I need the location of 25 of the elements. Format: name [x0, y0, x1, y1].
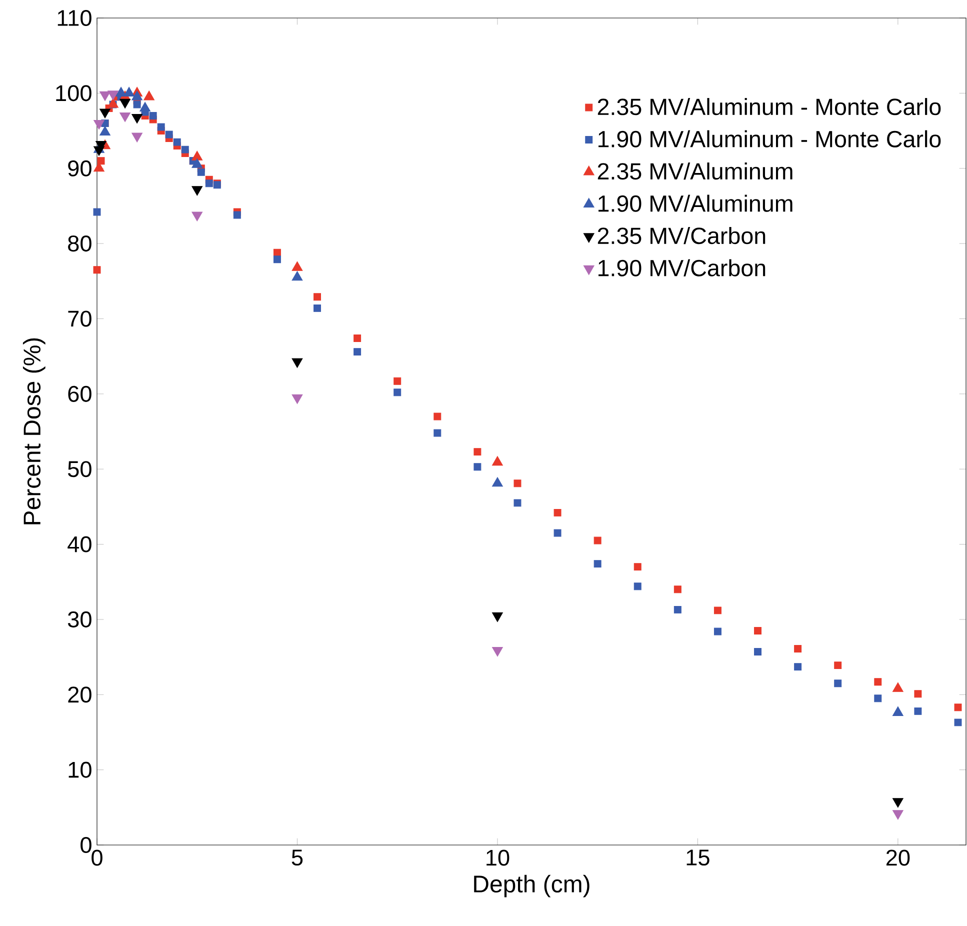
y-axis-title: Percent Dose (%): [22, 338, 46, 524]
x-tick-label: 20: [886, 850, 910, 866]
y-tick-label: 50: [68, 461, 92, 478]
y-tick-label: 40: [68, 536, 92, 552]
x-tick-label: 0: [92, 850, 102, 866]
y-tick-label: 80: [68, 236, 92, 252]
y-tick-label: 60: [68, 386, 92, 402]
y-tick-label: 110: [58, 10, 92, 26]
x-tick-label: 5: [292, 850, 303, 866]
legend-label: 1.90 MV/Carbon: [598, 259, 766, 276]
y-tick-label: 100: [56, 85, 92, 102]
legend-label: 1.90 MV/Aluminum - Monte Carlo: [598, 130, 941, 148]
y-tick-label: 30: [68, 611, 92, 628]
x-axis-title: Depth (cm): [474, 874, 590, 898]
y-tick-label: 70: [68, 310, 92, 327]
y-tick-label: 90: [68, 160, 92, 176]
y-tick-label: 10: [68, 762, 92, 778]
x-tick-label: 15: [686, 850, 710, 866]
legend-label: 1.90 MV/Aluminum: [598, 194, 792, 212]
y-tick-label: 20: [68, 686, 92, 703]
legend-label: 2.35 MV/Aluminum - Monte Carlo: [598, 98, 941, 116]
x-tick-label: 10: [486, 850, 510, 866]
y-tick-label: 0: [80, 836, 92, 854]
legend-label: 2.35 MV/Carbon: [598, 226, 766, 244]
legend-label: 2.35 MV/Aluminum: [598, 162, 792, 180]
